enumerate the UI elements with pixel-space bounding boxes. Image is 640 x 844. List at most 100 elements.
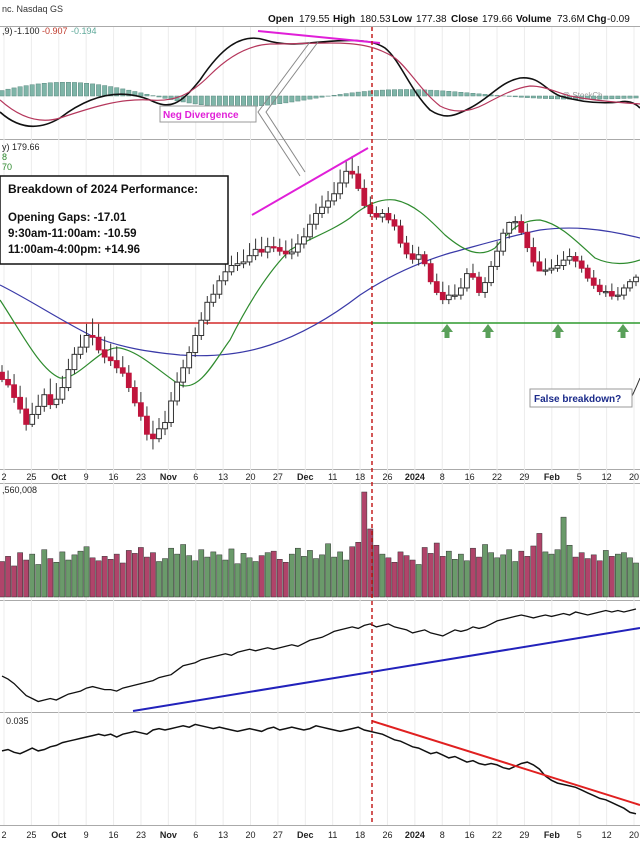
volume-bar — [403, 555, 410, 598]
x-axis-label: Feb — [544, 830, 561, 840]
x-axis-label: 16 — [109, 830, 119, 840]
volume-bar — [578, 552, 585, 598]
breakdown-box — [0, 175, 229, 265]
breakdown-title: Breakdown of 2024 Performance: — [8, 182, 198, 196]
candle — [391, 214, 398, 231]
volume-bar — [101, 556, 108, 598]
x-axis-label: 20 — [629, 830, 639, 840]
macd-histogram-bar — [609, 95, 615, 100]
volume-bar — [174, 553, 180, 598]
candle-body — [602, 291, 609, 294]
macd-histogram-bar — [313, 95, 319, 99]
macd-histogram-bar — [84, 82, 89, 97]
candle — [301, 227, 307, 249]
macd-value-3: -0.194 — [71, 26, 97, 36]
volume-bar — [506, 549, 513, 598]
volume-bar — [307, 550, 313, 598]
breakdown-line-afternoon: 11:00am-4:00pm: +14.96 — [8, 244, 140, 256]
candle — [168, 392, 174, 428]
candle — [343, 159, 350, 188]
macd-histogram-bar — [138, 92, 144, 97]
candle — [445, 285, 452, 305]
candle-body — [433, 281, 440, 293]
candle-body — [391, 219, 398, 227]
macd-histogram-bar — [355, 91, 361, 97]
volume-bar — [524, 556, 531, 598]
volume-bar — [113, 553, 120, 598]
divergence-callout-arrow — [257, 41, 311, 177]
candle — [403, 235, 410, 259]
candle — [240, 249, 247, 269]
volume-bar — [65, 559, 72, 598]
volume-bar — [367, 528, 374, 598]
candle-body — [621, 287, 627, 296]
candle — [162, 410, 168, 436]
candle — [433, 273, 440, 296]
candle-body — [572, 256, 579, 262]
macd-histogram-bar — [53, 82, 59, 97]
volume-bar — [35, 564, 42, 598]
candle-body — [385, 212, 392, 221]
macd-panel: ,9) -1.100 -0.907 -0.194 @ StockCh Neg D… — [0, 26, 640, 177]
volume-bar — [530, 545, 537, 598]
volume-bar — [602, 550, 609, 598]
macd-histogram-bar — [343, 93, 349, 97]
volume-bar — [198, 549, 205, 598]
volume-bar — [391, 561, 398, 598]
candle-body — [228, 265, 235, 273]
candle — [65, 358, 72, 392]
divergence-callout-arrow-2 — [265, 41, 319, 173]
neg-divergence-label: Neg Divergence — [163, 110, 239, 121]
candle — [234, 252, 241, 271]
candle-body — [506, 221, 513, 234]
volume-bar — [252, 561, 259, 598]
macd-histogram-bar — [228, 95, 234, 108]
candle-body — [174, 381, 181, 402]
candle-body — [530, 247, 537, 263]
candle-body — [313, 212, 319, 225]
volume-bar — [445, 550, 452, 598]
chg-label: Chg — [587, 14, 606, 25]
macd-histogram-bar — [373, 90, 379, 97]
candle — [500, 228, 507, 256]
macd-line — [0, 37, 640, 128]
candle-body — [614, 294, 621, 297]
candle — [23, 397, 30, 431]
open-label: Open — [268, 14, 294, 25]
candle-body — [288, 251, 295, 255]
volume-bar — [633, 562, 639, 598]
x-axis-label: 9 — [84, 830, 89, 840]
macd-histogram-bar — [434, 90, 440, 97]
volume-bar — [560, 516, 567, 598]
macd-histogram-bar — [78, 82, 83, 97]
volume-bar — [361, 491, 368, 598]
volume-bar — [180, 544, 186, 598]
candle-body — [77, 346, 84, 355]
ma-fast-line — [0, 199, 640, 387]
volume-bar — [470, 547, 476, 598]
volume-bar — [234, 563, 241, 598]
volume-bar — [5, 556, 11, 598]
macd-histogram-bar — [452, 91, 458, 97]
close-value: 179.66 — [482, 14, 513, 25]
candle — [319, 195, 325, 218]
candle-body — [29, 413, 36, 425]
candle — [608, 283, 615, 300]
candle-body — [536, 261, 543, 272]
candle-body — [131, 387, 138, 404]
candle — [282, 240, 289, 259]
x-axis-label: 11 — [328, 472, 337, 482]
volume-bar — [476, 556, 482, 598]
candle — [192, 327, 199, 358]
candle — [566, 248, 573, 265]
macd-histogram-bar — [482, 94, 488, 97]
volume-bar — [11, 565, 17, 598]
candle — [83, 323, 90, 353]
candle-body — [325, 200, 331, 208]
macd-histogram-bar — [440, 90, 446, 97]
volume-panel: ,560,008 — [0, 485, 639, 598]
volume-bar — [421, 547, 428, 598]
volume-bar — [295, 547, 301, 598]
candle — [451, 284, 458, 300]
